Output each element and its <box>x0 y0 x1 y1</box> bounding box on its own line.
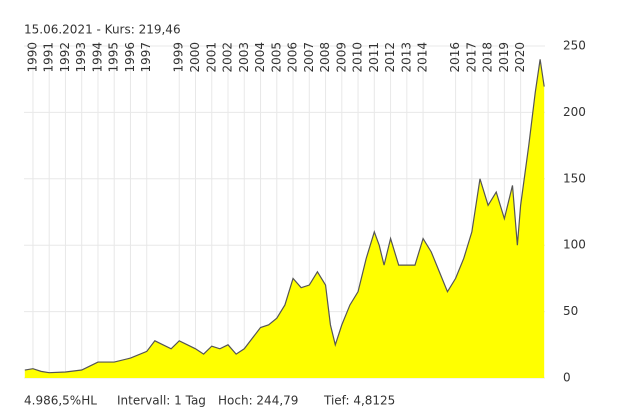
x-tick-label: 2020 <box>513 42 527 73</box>
y-tick-label: 100 <box>563 238 586 252</box>
footer-high: Hoch: 244,79 <box>218 394 298 408</box>
x-tick-label: 2017 <box>464 42 478 73</box>
x-tick-label: 1994 <box>90 42 104 73</box>
footer-hl: 4.986,5%HL <box>24 394 97 408</box>
y-tick-label: 0 <box>563 371 571 385</box>
area <box>24 59 545 378</box>
x-tick-label: 2019 <box>497 42 511 73</box>
x-tick-label: 1992 <box>58 42 72 73</box>
y-tick-label: 150 <box>563 171 586 185</box>
x-tick-label: 2008 <box>318 42 332 73</box>
x-tick-label: 2000 <box>188 42 202 73</box>
x-tick-label: 2002 <box>221 42 235 73</box>
price-line <box>24 59 545 374</box>
x-tick-label: 2009 <box>334 42 348 73</box>
footer-interval: Intervall: 1 Tag <box>117 394 206 408</box>
x-tick-label: 2012 <box>383 42 397 73</box>
x-tick-label: 2014 <box>416 42 430 73</box>
x-tick-label: 1997 <box>139 42 153 73</box>
x-tick-label: 2011 <box>367 42 381 73</box>
footer-low: Tief: 4,8125 <box>323 394 395 408</box>
chart-title: 15.06.2021 - Kurs: 219,46 <box>24 23 181 37</box>
x-tick-label: 2004 <box>253 42 267 73</box>
x-tick-label: 2010 <box>351 42 365 73</box>
x-tick-label: 2013 <box>399 42 413 73</box>
y-tick-label: 200 <box>563 105 586 119</box>
x-tick-label: 2005 <box>269 42 283 73</box>
x-tick-label: 2003 <box>237 42 251 73</box>
x-tick-label: 1993 <box>74 42 88 73</box>
x-tick-label: 2018 <box>481 42 495 73</box>
x-tick-label: 1995 <box>107 42 121 73</box>
x-tick-label: 2006 <box>286 42 300 73</box>
x-tick-label: 2001 <box>204 42 218 73</box>
y-tick-label: 250 <box>563 39 586 53</box>
x-tick-label: 1999 <box>172 42 186 73</box>
x-tick-label: 2007 <box>302 42 316 73</box>
x-tick-label: 2016 <box>448 42 462 73</box>
x-tick-label: 1996 <box>123 42 137 73</box>
x-tick-label: 1991 <box>42 42 56 73</box>
y-tick-label: 50 <box>563 304 578 318</box>
x-tick-label: 1990 <box>25 42 39 73</box>
